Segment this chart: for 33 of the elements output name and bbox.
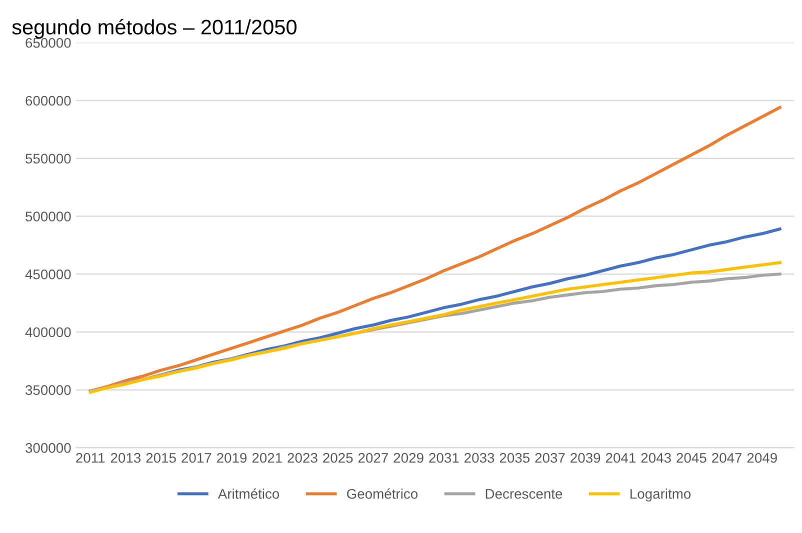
legend-label: Geométrico bbox=[347, 488, 418, 499]
x-tick-label: 2019 bbox=[217, 452, 247, 463]
x-tick-label: 2029 bbox=[394, 452, 424, 463]
y-tick-label: 500000 bbox=[26, 212, 71, 222]
legend-label: Aritmético bbox=[218, 488, 280, 499]
x-tick-label: 2039 bbox=[570, 452, 600, 463]
y-tick-label: 650000 bbox=[26, 38, 71, 48]
x-tick-label: 2045 bbox=[676, 452, 706, 463]
y-tick-label: 400000 bbox=[25, 327, 71, 338]
y-tick-label: 300000 bbox=[26, 443, 71, 453]
chart-title: segundo métodos – 2011/2050 bbox=[12, 18, 297, 39]
legend-label: Decrescente bbox=[486, 489, 562, 499]
x-tick-label: 2021 bbox=[252, 452, 282, 463]
x-tick-label: 2049 bbox=[747, 452, 777, 463]
x-tick-label: 2037 bbox=[535, 452, 565, 463]
legend-label: Logaritmo bbox=[630, 488, 691, 502]
y-tick-label: 350000 bbox=[26, 385, 71, 396]
x-tick-label: 2023 bbox=[288, 452, 318, 463]
x-tick-label: 2025 bbox=[323, 452, 353, 463]
y-tick-label: 450000 bbox=[25, 269, 71, 280]
y-tick-label: 600000 bbox=[26, 96, 71, 106]
x-tick-label: 2035 bbox=[500, 452, 530, 463]
x-tick-label: 2031 bbox=[429, 452, 459, 463]
x-tick-label: 2043 bbox=[641, 452, 671, 463]
x-tick-label: 2011 bbox=[76, 452, 105, 463]
x-tick-label: 2033 bbox=[464, 452, 494, 463]
x-tick-label: 2017 bbox=[182, 452, 212, 463]
x-tick-label: 2015 bbox=[146, 452, 176, 463]
x-tick-label: 2013 bbox=[110, 452, 141, 463]
y-tick-label: 550000 bbox=[26, 154, 71, 164]
x-tick-label: 2047 bbox=[712, 452, 742, 463]
x-tick-label: 2041 bbox=[606, 452, 636, 463]
x-tick-label: 2027 bbox=[358, 452, 388, 463]
